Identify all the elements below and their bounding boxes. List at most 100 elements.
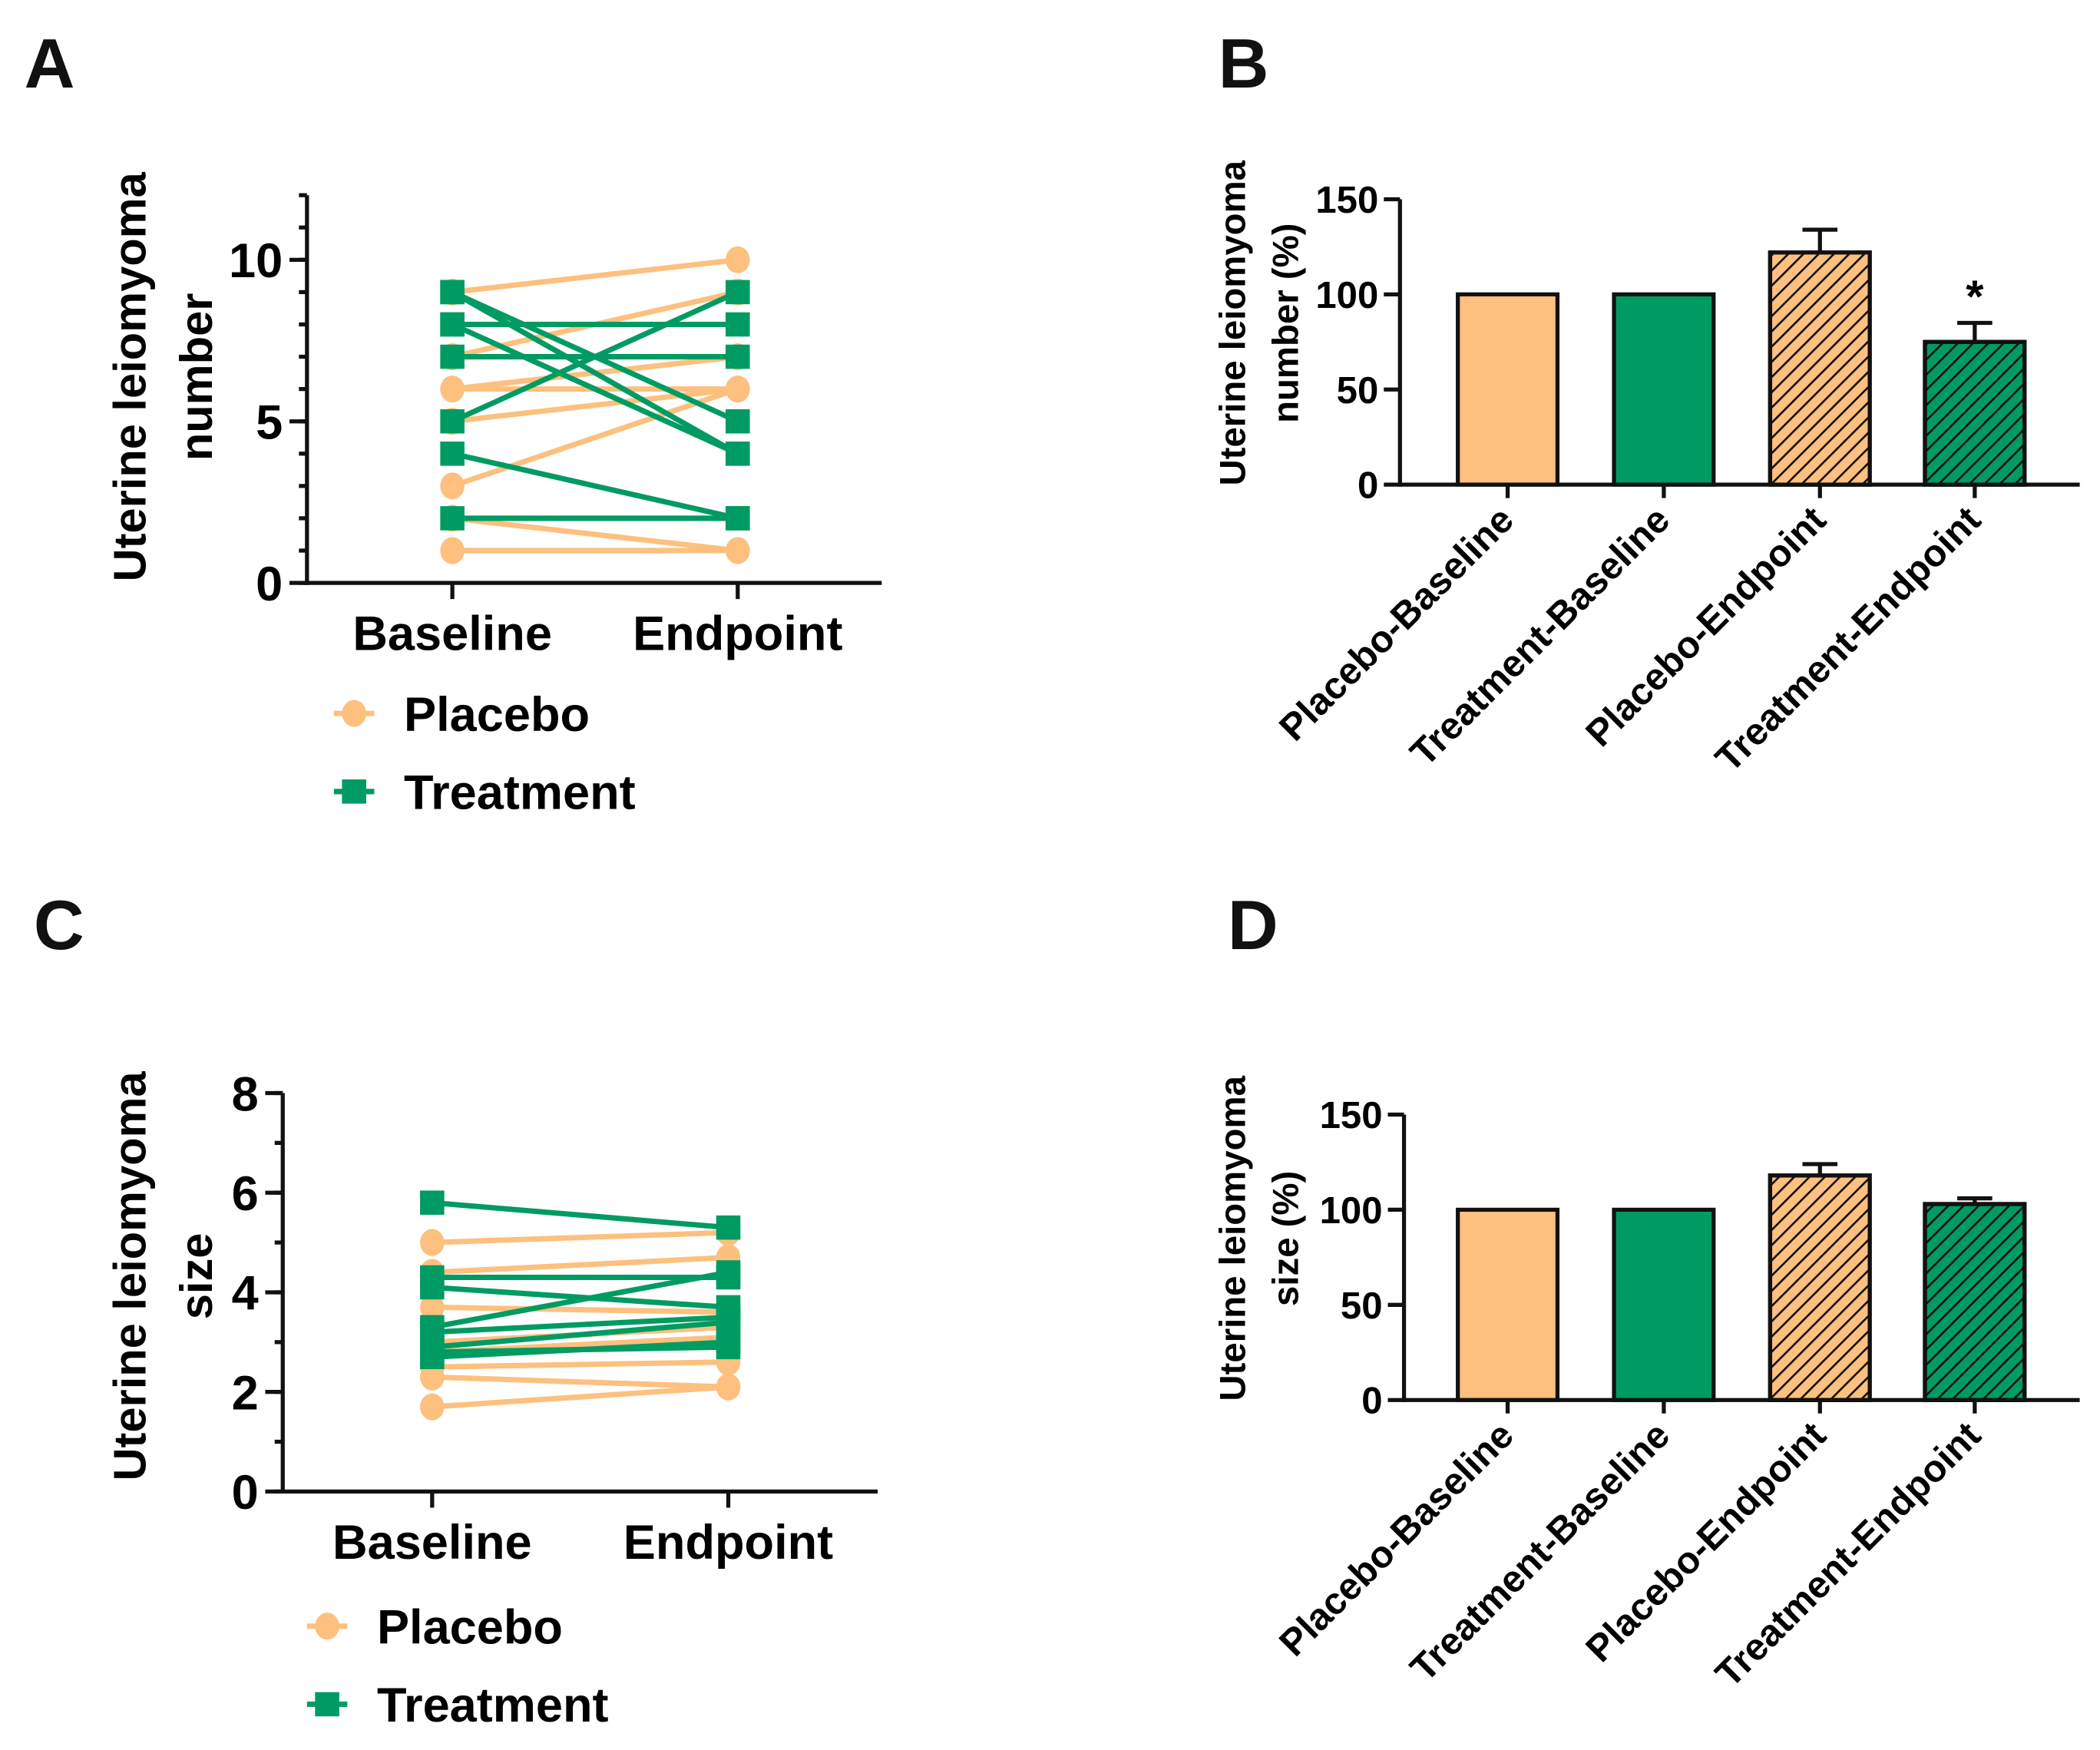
y-tick-label: 100 — [1320, 1190, 1383, 1232]
placebo-marker — [342, 700, 366, 727]
placebo-line — [432, 1255, 729, 1275]
y-tick-label: 0 — [256, 557, 283, 611]
x-tick-label: Baseline — [352, 607, 552, 661]
y-tick-label: 50 — [1341, 1285, 1383, 1327]
y-axis-label: size — [170, 1233, 222, 1320]
treatment-marker — [440, 409, 465, 434]
placebo-marker — [726, 375, 750, 403]
legend-label: Treatment — [404, 766, 636, 820]
legend-label: Placebo — [377, 1601, 563, 1655]
treatment-marker — [726, 409, 750, 434]
treatment-line — [432, 1269, 729, 1330]
placebo-line — [432, 1384, 729, 1410]
placebo-marker — [420, 1393, 445, 1421]
y-axis-label: Uterine leiomyoma — [1213, 1075, 1254, 1401]
treatment-marker — [420, 1345, 445, 1370]
x-tick-label: Treatment-Baseline — [1403, 1414, 1678, 1689]
treatment-marker — [440, 344, 465, 369]
placebo-marker — [440, 537, 465, 564]
bar-hatch — [1923, 1202, 2027, 1402]
x-tick-label: Treatment-Baseline — [1403, 499, 1678, 774]
treatment-line — [432, 1319, 729, 1350]
treatment-marker — [716, 1260, 741, 1285]
x-tick-label: Endpoint — [623, 1516, 833, 1570]
treatment-line — [432, 1314, 729, 1335]
y-tick-label: 4 — [232, 1267, 259, 1321]
treatment-marker — [420, 1190, 445, 1215]
y-tick-label: 100 — [1315, 275, 1378, 316]
treatment-marker — [342, 779, 366, 804]
treatment-line — [451, 289, 739, 456]
y-axis-label: Uterine leiomyoma — [1213, 160, 1254, 485]
treatment-marker — [420, 1275, 445, 1300]
placebo-line — [451, 386, 739, 425]
y-tick-label: 150 — [1320, 1095, 1383, 1136]
bar-hatch — [1768, 1173, 1872, 1402]
y-axis-label: number (%) — [1265, 223, 1306, 423]
y-tick-label: 10 — [229, 234, 283, 288]
bar-hatch — [1768, 250, 1872, 487]
x-tick-label: Treatment-Endpoint — [1708, 1414, 1989, 1695]
y-tick-label: 50 — [1337, 370, 1379, 412]
treatment-marker — [726, 312, 750, 337]
y-tick-label: 150 — [1315, 180, 1378, 221]
treatment-marker — [716, 1215, 741, 1240]
x-tick-label: Endpoint — [633, 607, 842, 661]
y-tick-label: 6 — [232, 1167, 259, 1221]
placebo-line — [432, 1359, 729, 1370]
treatment-marker — [440, 442, 465, 466]
treatment-marker — [440, 280, 465, 305]
x-tick-label: Treatment-Endpoint — [1708, 499, 1989, 780]
placebo-marker — [726, 537, 750, 564]
y-axis-label: Uterine leiomyoma — [104, 171, 155, 581]
treatment-line — [451, 451, 739, 521]
significance-marker: * — [1966, 270, 1984, 322]
panel-label-d: D — [1228, 886, 1278, 964]
y-tick-label: 0 — [1361, 1381, 1382, 1422]
placebo-marker — [716, 1373, 741, 1401]
panel-label-a: A — [25, 25, 75, 103]
bar-treatment-baseline — [1612, 1207, 1716, 1402]
treatment-line — [432, 1339, 729, 1360]
treatment-marker — [726, 280, 750, 305]
treatment-marker — [716, 1330, 741, 1355]
y-axis-label: Uterine leiomyoma — [104, 1070, 155, 1480]
bar-placebo-baseline — [1456, 292, 1560, 487]
legend-label: Treatment — [377, 1679, 609, 1732]
treatment-line — [451, 289, 739, 424]
placebo-marker — [420, 1363, 445, 1391]
y-tick-label: 0 — [1358, 465, 1378, 507]
placebo-marker — [420, 1229, 445, 1256]
treatment-marker — [315, 1692, 339, 1717]
bar-hatch — [1923, 339, 2027, 487]
treatment-marker — [726, 506, 750, 531]
y-tick-label: 0 — [232, 1466, 259, 1520]
placebo-line — [451, 386, 739, 489]
panel-label-b: B — [1219, 25, 1269, 103]
placebo-line — [451, 256, 739, 295]
bar-treatment-baseline — [1612, 292, 1716, 487]
bar-placebo-baseline — [1456, 1207, 1560, 1402]
placebo-marker — [440, 472, 465, 500]
placebo-line — [432, 1229, 729, 1246]
legend-label: Placebo — [404, 688, 590, 742]
x-tick-label: Baseline — [332, 1516, 532, 1570]
y-tick-label: 8 — [232, 1067, 259, 1121]
placebo-marker — [420, 1293, 445, 1321]
placebo-line — [432, 1304, 729, 1315]
treatment-line — [432, 1199, 729, 1231]
treatment-marker — [440, 506, 465, 531]
placebo-line — [432, 1374, 729, 1390]
placebo-marker — [440, 375, 465, 403]
treatment-marker — [726, 442, 750, 466]
y-axis-label: number — [170, 293, 222, 461]
y-tick-label: 2 — [232, 1366, 259, 1420]
placebo-marker — [315, 1613, 339, 1640]
treatment-marker — [726, 344, 750, 369]
y-axis-label: size (%) — [1265, 1171, 1306, 1306]
placebo-marker — [726, 246, 750, 273]
treatment-marker — [440, 312, 465, 337]
treatment-line — [451, 322, 739, 456]
panel-label-c: C — [34, 886, 84, 964]
